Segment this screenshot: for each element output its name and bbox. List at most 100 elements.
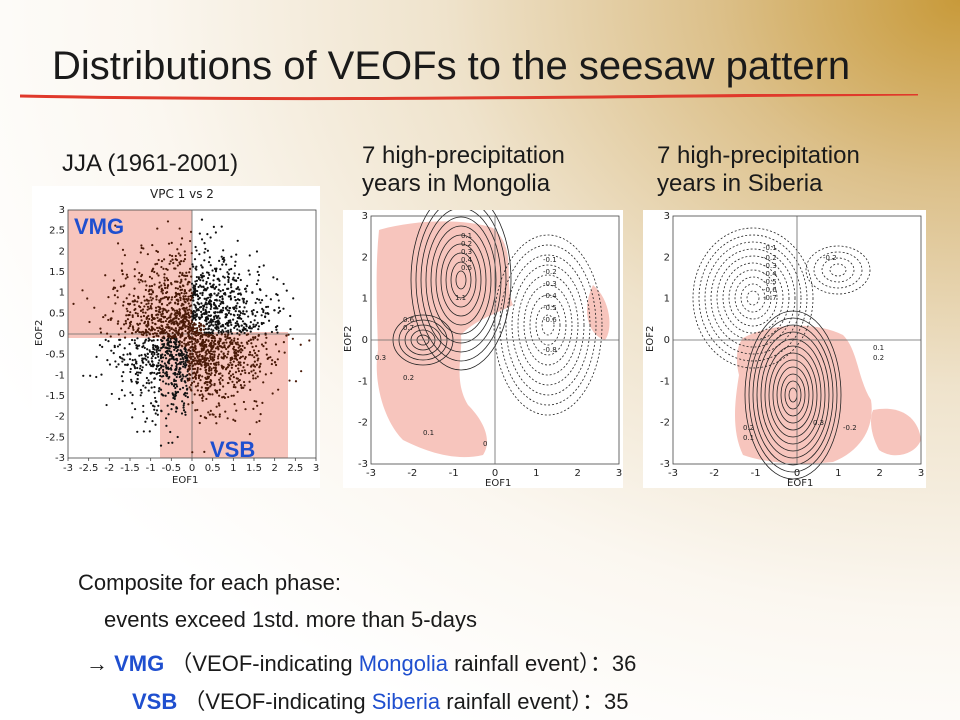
scatter-point <box>199 327 203 330</box>
siberia-negative-contour <box>728 269 778 327</box>
scatter-point <box>262 264 265 267</box>
scatter-point <box>117 363 120 366</box>
scatter-point <box>238 357 242 360</box>
scatter-point <box>252 325 255 329</box>
scatter-point <box>179 361 182 364</box>
scatter-point <box>171 393 175 396</box>
scatter-point <box>157 313 160 316</box>
scatter-point <box>199 332 203 335</box>
scatter-point <box>227 381 230 385</box>
scatter-point <box>265 336 268 339</box>
scatter-point <box>170 341 173 344</box>
scatter-point <box>227 395 230 399</box>
siberia-negative-contour <box>710 248 796 348</box>
scatter-point <box>163 276 166 279</box>
scatter-point <box>205 280 208 284</box>
scatter-point <box>122 371 125 374</box>
scatter-point <box>256 270 259 273</box>
scatter-point <box>172 323 176 326</box>
scatter-point <box>254 335 257 339</box>
scatter-point <box>158 311 162 314</box>
scatter-point <box>208 299 212 302</box>
scatter-point <box>238 314 241 317</box>
scatter-point <box>167 391 170 395</box>
scatter-point <box>176 248 179 251</box>
scatter-point <box>195 249 198 252</box>
mongolia-contour-label: -0.4 <box>543 292 557 300</box>
scatter-point <box>147 379 150 382</box>
scatter-point <box>201 338 205 342</box>
scatter-point <box>151 290 154 293</box>
scatter-point <box>212 283 215 286</box>
scatter-point <box>215 316 218 319</box>
scatter-point <box>203 251 206 254</box>
scatter-point <box>192 286 195 289</box>
scatter-point <box>142 357 145 360</box>
scatter-point <box>223 396 226 399</box>
scatter-point <box>183 315 186 319</box>
scatter-point <box>142 295 146 298</box>
scatter-point <box>261 401 264 405</box>
scatter-point <box>217 329 220 332</box>
scatter-point <box>166 343 169 346</box>
scatter-point <box>202 307 205 310</box>
scatter-point <box>177 292 180 295</box>
scatter-point <box>161 394 164 397</box>
scatter-point <box>208 321 211 324</box>
scatter-point <box>209 314 213 317</box>
scatter-point <box>145 298 148 301</box>
scatter-point <box>188 360 191 363</box>
scatter-point <box>144 328 148 331</box>
mongolia-x-tick-label: -3 <box>366 468 376 479</box>
scatter-point <box>209 355 212 358</box>
scatter-point <box>287 333 290 336</box>
scatter-point <box>241 312 245 315</box>
scatter-point <box>160 346 163 350</box>
scatter-point <box>228 370 232 373</box>
scatter-point <box>182 297 185 300</box>
scatter-point <box>260 314 263 317</box>
scatter-point <box>159 297 163 300</box>
mongolia-heading-line2: years in Mongolia <box>362 170 551 197</box>
scatter-point <box>217 402 220 405</box>
siberia-contour-label: -0.4 <box>763 270 777 278</box>
scatter-point <box>277 311 280 314</box>
scatter-point <box>134 372 137 376</box>
scatter-point <box>147 323 150 327</box>
scatter-point <box>282 307 285 310</box>
scatter-point <box>141 359 144 362</box>
scatter-point <box>210 328 213 331</box>
scatter-point <box>160 303 164 306</box>
scatter-point <box>229 358 232 362</box>
scatter-point <box>163 258 166 261</box>
scatter-point <box>183 289 186 293</box>
scatter-point <box>141 280 144 283</box>
scatter-point <box>217 320 220 323</box>
scatter-point <box>201 361 204 364</box>
siberia-positive-contour <box>760 338 826 452</box>
scatter-point <box>190 383 193 387</box>
scatter-point <box>144 280 147 283</box>
scatter-point <box>249 330 252 333</box>
scatter-point <box>163 296 167 299</box>
scatter-point <box>123 358 126 361</box>
scatter-point <box>206 249 209 252</box>
vmg-place: Mongolia <box>358 651 448 676</box>
scatter-point <box>166 286 169 289</box>
scatter-point <box>236 313 239 316</box>
scatter-point <box>128 342 131 346</box>
scatter-point <box>257 357 260 360</box>
scatter-point <box>195 327 199 330</box>
scatter-point <box>210 369 213 372</box>
scatter-point <box>257 273 261 277</box>
scatter-point <box>200 364 203 367</box>
scatter-point <box>158 281 161 284</box>
scatter-point <box>213 292 216 295</box>
scatter-point <box>117 333 120 336</box>
scatter-point <box>194 359 198 362</box>
scatter-point <box>140 301 143 304</box>
scatter-point <box>177 302 180 305</box>
scatter-point <box>118 343 121 346</box>
scatter-point <box>212 279 215 282</box>
scatter-point <box>187 335 190 338</box>
